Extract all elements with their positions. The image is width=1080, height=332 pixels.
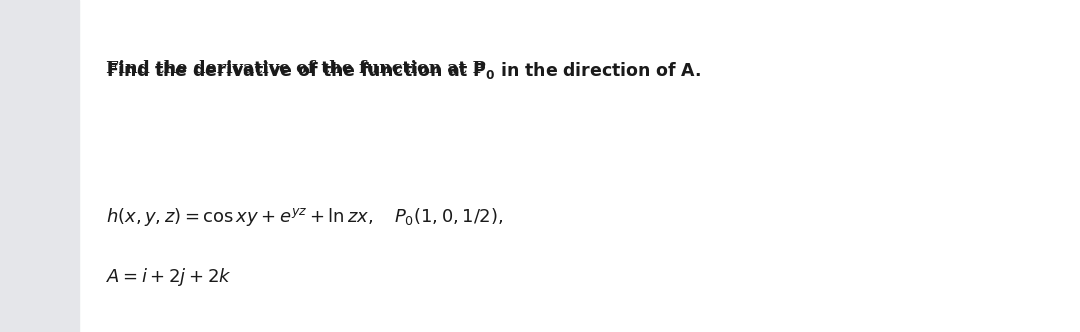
Text: $\mathbf{Find\ the\ derivative\ of\ the\ function\ at\ P_0\ in\ the\ direction\ : $\mathbf{Find\ the\ derivative\ of\ the\… — [106, 60, 701, 81]
Text: $A = \mathit{i} + 2\mathit{j} + 2\mathit{k}$: $A = \mathit{i} + 2\mathit{j} + 2\mathit… — [106, 266, 231, 288]
Text: $h(x, y, z) = \cos xy + e^{yz} + \ln zx, \quad P_0(1, 0, 1/2),$: $h(x, y, z) = \cos xy + e^{yz} + \ln zx,… — [106, 206, 503, 228]
Text: Find the derivative of the function at P: Find the derivative of the function at P — [106, 60, 486, 77]
